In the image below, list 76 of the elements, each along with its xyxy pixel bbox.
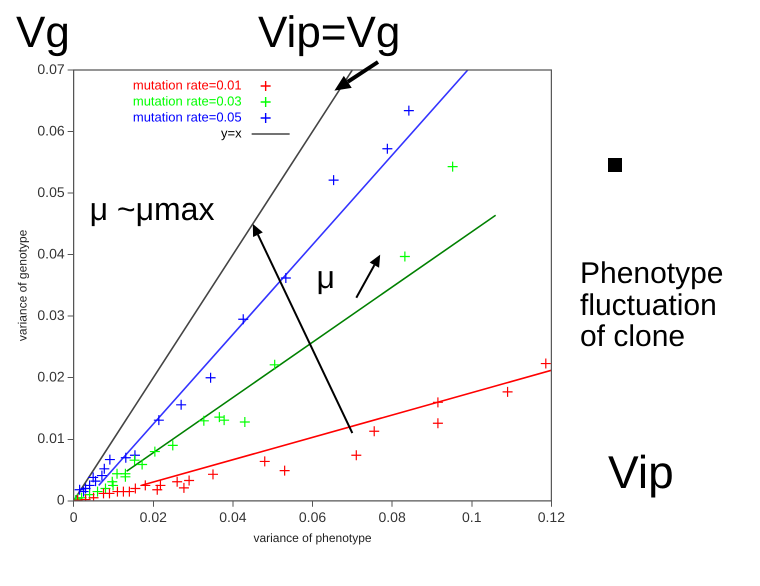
point (540, 358, 552, 370)
point (100, 482, 112, 494)
point (124, 486, 135, 498)
x-tick-label: 0 (70, 509, 78, 526)
point (207, 468, 219, 480)
x-tick-label: 0.08 (378, 509, 406, 526)
y-tick-label: 0.06 (37, 122, 65, 138)
point (129, 450, 141, 461)
point (403, 105, 414, 116)
point (328, 174, 340, 186)
point (96, 470, 108, 482)
y-tick-label: 0 (56, 492, 65, 508)
y-tick-label: 0.02 (37, 368, 65, 385)
point (280, 272, 292, 284)
y-tick-label: 0.03 (37, 307, 65, 324)
point (104, 488, 116, 500)
y-tick-label: 0.04 (37, 245, 65, 262)
point (153, 414, 164, 426)
x-tick-label: 0.12 (538, 509, 566, 526)
point (239, 416, 250, 428)
legend-label: mutation rate=0.01 (132, 78, 242, 93)
point (238, 314, 249, 325)
point (447, 161, 458, 172)
point (92, 486, 104, 498)
point (259, 456, 270, 468)
annotation: μ ~μmax (90, 191, 214, 228)
text: Vip (608, 446, 674, 498)
point (279, 465, 290, 476)
point (269, 359, 280, 370)
y-tick-label: 0.05 (37, 184, 65, 200)
point (130, 482, 141, 494)
point (167, 440, 178, 452)
y-axis-title: variance of genotype (16, 229, 30, 342)
point (90, 476, 102, 487)
point (350, 450, 362, 461)
text: Vip=Vg (258, 8, 400, 57)
point (80, 482, 92, 494)
legend-label: y=x (221, 126, 242, 141)
point (149, 446, 160, 458)
y-tick-label: 0.01 (37, 430, 65, 446)
point (176, 399, 187, 410)
point (88, 492, 100, 501)
point (204, 372, 216, 384)
point (78, 486, 90, 498)
point (111, 468, 123, 480)
point (120, 468, 131, 480)
legend-label: mutation rate=0.05 (132, 110, 242, 125)
point (382, 143, 393, 154)
x-tick-label: 0.06 (298, 509, 326, 526)
text: Phenotype fluctuation of clone (580, 257, 724, 353)
x-tick-label: 0.04 (219, 509, 247, 526)
point (74, 484, 86, 496)
point (198, 415, 210, 426)
point (184, 474, 195, 486)
point (502, 386, 514, 398)
point (104, 454, 116, 466)
point (154, 480, 166, 492)
point (432, 396, 444, 408)
point (399, 250, 410, 262)
legend-label: mutation rate=0.03 (132, 94, 242, 109)
point (120, 452, 132, 464)
x-axis-title: variance of phenotype (253, 531, 372, 546)
annotation: μ (316, 258, 335, 295)
point (152, 484, 163, 496)
point (84, 489, 96, 500)
x-tick-label: 0.1 (462, 509, 482, 526)
point (84, 480, 96, 492)
point (368, 426, 380, 437)
point (432, 418, 444, 429)
point (88, 472, 99, 484)
x-tick-label: 0.02 (140, 509, 168, 526)
y-tick-label: 0.07 (37, 60, 65, 77)
text: Vg (16, 8, 70, 57)
point (106, 476, 118, 488)
point (98, 463, 110, 474)
point (107, 480, 119, 492)
